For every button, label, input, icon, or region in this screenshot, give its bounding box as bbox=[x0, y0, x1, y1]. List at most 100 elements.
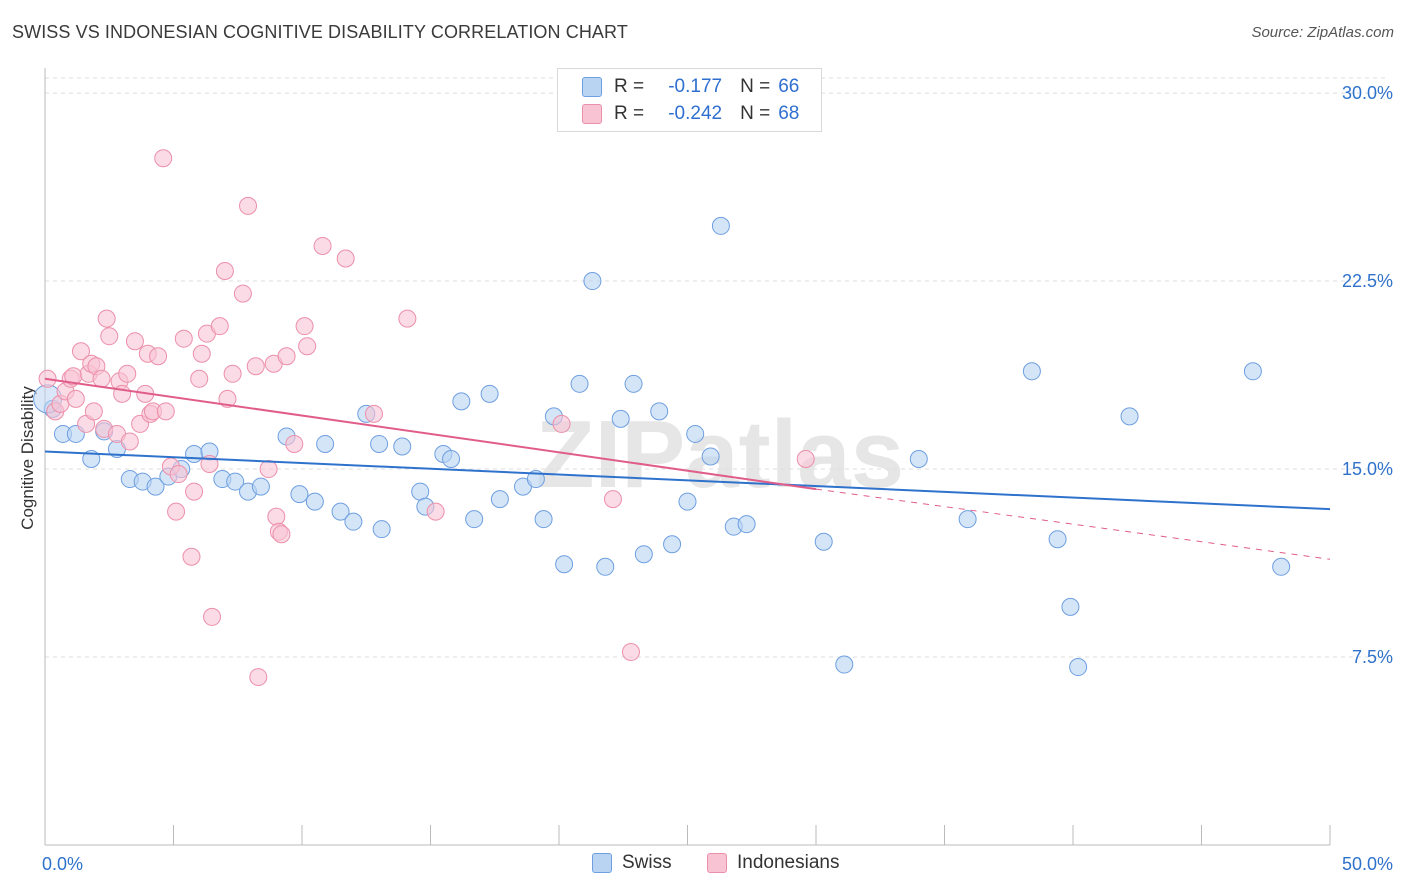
indonesians-point bbox=[552, 414, 571, 433]
trend-lines bbox=[44, 377, 1331, 560]
n-label: N = bbox=[740, 76, 771, 97]
swiss-point bbox=[611, 409, 630, 428]
indonesians-point bbox=[169, 465, 188, 484]
swiss-point bbox=[1243, 362, 1262, 381]
r-value: -0.242 bbox=[668, 103, 723, 124]
indonesians-point bbox=[272, 525, 291, 544]
tick-labels: 7.5% 15.0% 22.5% 30.0% 0.0% 50.0% bbox=[42, 83, 1393, 874]
swiss-point bbox=[583, 272, 602, 291]
indonesians-point bbox=[295, 317, 314, 336]
r-label: R = bbox=[614, 76, 645, 97]
indonesians-point bbox=[223, 364, 242, 383]
swiss-point bbox=[465, 510, 484, 529]
swiss-point bbox=[958, 510, 977, 529]
indonesians-trend-line bbox=[44, 377, 817, 491]
swiss-point bbox=[1120, 407, 1139, 426]
indonesians-point bbox=[84, 402, 103, 421]
swiss-point bbox=[909, 450, 928, 469]
data-points bbox=[33, 149, 1291, 687]
indonesians-point bbox=[203, 607, 222, 626]
indonesians-point bbox=[364, 404, 383, 423]
indonesians-point bbox=[210, 317, 229, 336]
swiss-point bbox=[226, 472, 245, 491]
indonesians-point bbox=[174, 329, 193, 348]
n-value: 66 bbox=[778, 76, 800, 97]
chart-title: SWISS VS INDONESIAN COGNITIVE DISABILITY… bbox=[12, 22, 628, 42]
indonesians-point bbox=[285, 434, 304, 453]
indonesians-point bbox=[215, 262, 234, 281]
swiss-point bbox=[82, 450, 101, 469]
swiss-swatch bbox=[592, 853, 612, 873]
indonesians-point bbox=[233, 284, 252, 303]
indonesians-point bbox=[125, 332, 144, 351]
swiss-point bbox=[1022, 362, 1041, 381]
indonesians-point bbox=[154, 149, 173, 168]
indonesians-point bbox=[246, 357, 265, 376]
swiss-point bbox=[663, 535, 682, 554]
swiss-point bbox=[678, 492, 697, 511]
legend-row-indonesians: R = -0.242 N = 68 bbox=[582, 101, 799, 127]
indonesians-point bbox=[185, 482, 204, 501]
x-tick-label: 0.0% bbox=[42, 854, 83, 874]
indonesians-point bbox=[149, 347, 168, 366]
x-tick-label: 50.0% bbox=[1342, 854, 1393, 874]
swiss-point bbox=[185, 444, 204, 463]
y-tick-label: 30.0% bbox=[1342, 83, 1393, 103]
y-tick-label: 15.0% bbox=[1342, 459, 1393, 479]
indonesians-trend-extension bbox=[815, 488, 1331, 560]
swiss-point bbox=[490, 490, 509, 509]
indonesians-point bbox=[239, 196, 258, 215]
y-tick-label: 22.5% bbox=[1342, 271, 1393, 291]
swiss-point bbox=[555, 555, 574, 574]
indonesians-point bbox=[313, 236, 332, 255]
indonesians-point bbox=[259, 460, 278, 479]
y-tick-label: 7.5% bbox=[1352, 647, 1393, 667]
swiss-point bbox=[526, 470, 545, 489]
legend-item-swiss[interactable]: Swiss bbox=[592, 852, 672, 874]
swiss-point bbox=[1061, 597, 1080, 616]
swiss-point bbox=[596, 557, 615, 576]
swiss-point bbox=[686, 424, 705, 443]
swiss-point bbox=[480, 384, 499, 403]
swiss-point bbox=[711, 216, 730, 235]
swiss-point bbox=[737, 515, 756, 534]
n-label: N = bbox=[740, 103, 771, 124]
grid-lines bbox=[45, 77, 1388, 658]
swiss-point bbox=[1272, 557, 1291, 576]
swiss-point bbox=[570, 374, 589, 393]
axes bbox=[44, 68, 1331, 846]
indonesians-point bbox=[796, 450, 815, 469]
chart-source: Source: ZipAtlas.com bbox=[1251, 24, 1394, 41]
indonesians-swatch bbox=[707, 853, 727, 873]
swiss-point bbox=[290, 485, 309, 504]
swiss-point bbox=[411, 482, 430, 501]
swiss-point bbox=[146, 477, 165, 496]
r-value: -0.177 bbox=[668, 76, 723, 97]
legend-item-indonesians[interactable]: Indonesians bbox=[707, 852, 839, 874]
swiss-point bbox=[370, 434, 389, 453]
r-label: R = bbox=[614, 103, 645, 124]
indonesians-point bbox=[190, 369, 209, 388]
indonesians-point bbox=[298, 337, 317, 356]
swiss-point bbox=[814, 532, 833, 551]
swiss-point bbox=[372, 520, 391, 539]
swiss-point bbox=[452, 392, 471, 411]
swiss-point bbox=[534, 510, 553, 529]
swiss-swatch bbox=[582, 77, 602, 97]
indonesians-point bbox=[71, 342, 90, 361]
indonesians-point bbox=[182, 547, 201, 566]
n-value: 68 bbox=[778, 103, 800, 124]
swiss-point bbox=[650, 402, 669, 421]
legend-label-swiss: Swiss bbox=[622, 852, 672, 873]
swiss-point bbox=[344, 512, 363, 531]
indonesians-point bbox=[277, 347, 296, 366]
legend-label-indonesians: Indonesians bbox=[737, 852, 840, 873]
swiss-point bbox=[251, 477, 270, 496]
swiss-point bbox=[393, 437, 412, 456]
series-legend: Swiss Indonesians bbox=[0, 852, 1406, 876]
indonesians-point bbox=[192, 344, 211, 363]
swiss-point bbox=[316, 434, 335, 453]
swiss-point bbox=[634, 545, 653, 564]
swiss-trend-line bbox=[44, 450, 1331, 511]
